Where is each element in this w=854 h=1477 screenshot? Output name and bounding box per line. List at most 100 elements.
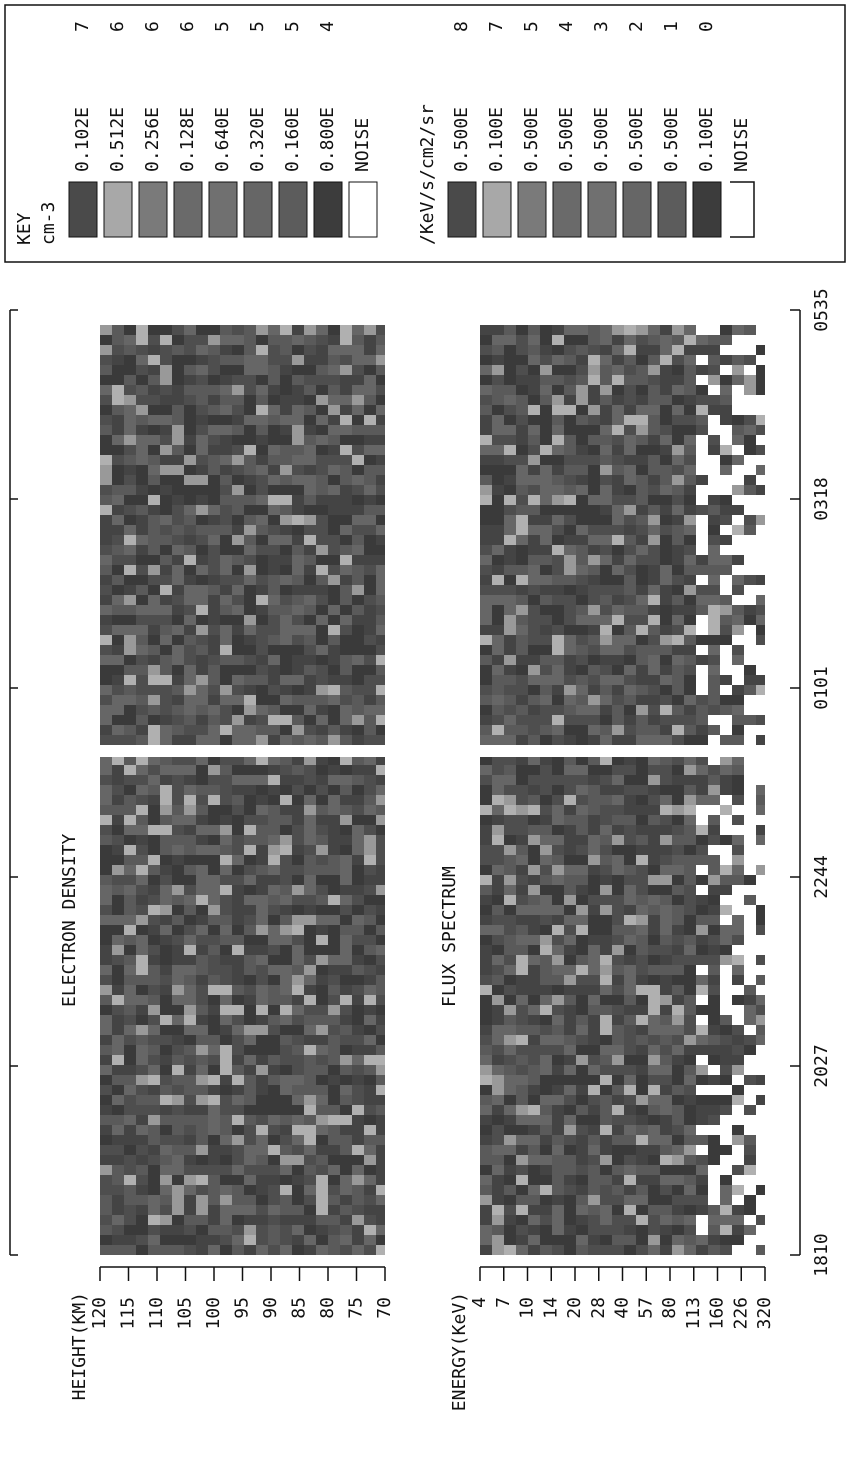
heatmap-cell xyxy=(184,915,196,925)
heatmap-cell xyxy=(516,365,528,375)
heatmap-cell xyxy=(268,525,280,535)
heatmap-cell xyxy=(172,415,184,425)
heatmap-cell xyxy=(528,655,540,665)
heatmap-cell xyxy=(292,1155,304,1165)
heatmap-cell xyxy=(148,1045,160,1055)
heatmap-cell xyxy=(232,1145,244,1155)
heatmap-cell xyxy=(316,515,328,525)
heatmap-cell xyxy=(184,1175,196,1185)
heatmap-cell xyxy=(756,1195,765,1205)
heatmap-cell xyxy=(720,345,732,355)
heatmap-cell xyxy=(648,475,660,485)
heatmap-cell xyxy=(352,765,364,775)
heatmap-cell xyxy=(208,695,220,705)
heatmap-cell xyxy=(376,505,385,515)
heatmap-cell xyxy=(232,815,244,825)
heatmap-cell xyxy=(172,1245,184,1255)
heatmap-cell xyxy=(624,335,636,345)
heatmap-cell xyxy=(280,545,292,555)
heatmap-cell xyxy=(280,535,292,545)
heatmap-cell xyxy=(232,935,244,945)
heatmap-cell xyxy=(280,725,292,735)
heatmap-cell xyxy=(292,1085,304,1095)
heatmap-cell xyxy=(304,1125,316,1135)
heatmap-cell xyxy=(124,1085,136,1095)
heatmap-cell xyxy=(328,985,340,995)
heatmap-cell xyxy=(756,335,765,345)
heatmap-cell xyxy=(672,965,684,975)
heatmap-cell xyxy=(552,415,564,425)
heatmap-cell xyxy=(316,825,328,835)
heatmap-cell xyxy=(648,585,660,595)
heatmap-cell xyxy=(744,1155,756,1165)
heatmap-cell xyxy=(364,405,376,415)
heatmap-cell xyxy=(148,965,160,975)
heatmap-cell xyxy=(304,435,316,445)
heatmap-cell xyxy=(684,1235,696,1245)
heatmap-cell xyxy=(612,405,624,415)
heatmap-cell xyxy=(756,1185,765,1195)
heatmap-cell xyxy=(732,555,744,565)
heatmap-cell xyxy=(196,375,208,385)
heatmap-cell xyxy=(636,805,648,815)
heatmap-cell xyxy=(480,1025,492,1035)
heatmap-cell xyxy=(328,655,340,665)
heatmap-cell xyxy=(124,515,136,525)
heatmap-cell xyxy=(376,355,385,365)
heatmap-cell xyxy=(552,1075,564,1085)
heatmap-cell xyxy=(268,1105,280,1115)
key-value: 0.512E xyxy=(107,107,128,172)
heatmap-cell xyxy=(148,815,160,825)
heatmap-cell xyxy=(244,535,256,545)
heatmap-cell xyxy=(340,665,352,675)
heatmap-cell xyxy=(268,835,280,845)
heatmap-cell xyxy=(256,675,268,685)
heatmap-cell xyxy=(720,735,732,745)
heatmap-cell xyxy=(196,385,208,395)
heatmap-cell xyxy=(624,545,636,555)
heatmap-cell xyxy=(708,1135,720,1145)
heatmap-cell xyxy=(220,375,232,385)
heatmap-cell xyxy=(172,765,184,775)
heatmap-cell xyxy=(376,1185,385,1195)
heatmap-cell xyxy=(552,1175,564,1185)
heatmap-cell xyxy=(552,465,564,475)
heatmap-cell xyxy=(588,335,600,345)
heatmap-cell xyxy=(352,1185,364,1195)
time-label: 0101 xyxy=(811,666,832,709)
heatmap-cell xyxy=(340,755,352,765)
heatmap-cell xyxy=(376,895,385,905)
heatmap-cell xyxy=(732,1055,744,1065)
heatmap-cell xyxy=(148,335,160,345)
heatmap-cell xyxy=(600,755,612,765)
heatmap-cell xyxy=(316,665,328,675)
heatmap-cell xyxy=(292,885,304,895)
heatmap-cell xyxy=(196,335,208,345)
heatmap-cell xyxy=(720,1015,732,1025)
heatmap-cell xyxy=(328,425,340,435)
heatmap-cell xyxy=(304,835,316,845)
heatmap-cell xyxy=(124,765,136,775)
heatmap-cell xyxy=(352,525,364,535)
heatmap-cell xyxy=(696,335,708,345)
heatmap-cell xyxy=(756,1055,765,1065)
heatmap-cell xyxy=(648,695,660,705)
heatmap-cell xyxy=(540,1015,552,1025)
heatmap-cell xyxy=(112,1075,124,1085)
heatmap-cell xyxy=(564,335,576,345)
heatmap-cell xyxy=(720,1065,732,1075)
heatmap-cell xyxy=(636,1225,648,1235)
heatmap-cell xyxy=(220,755,232,765)
heatmap-cell xyxy=(376,1195,385,1205)
key-value: 0.500E xyxy=(451,107,472,172)
heatmap-cell xyxy=(208,635,220,645)
heatmap-cell xyxy=(612,955,624,965)
heatmap-cell xyxy=(148,995,160,1005)
heatmap-cell xyxy=(648,345,660,355)
heatmap-cell xyxy=(304,875,316,885)
heatmap-cell xyxy=(540,1075,552,1085)
heatmap-cell xyxy=(148,485,160,495)
heatmap-cell xyxy=(564,965,576,975)
heatmap-cell xyxy=(112,465,124,475)
heatmap-cell xyxy=(708,405,720,415)
